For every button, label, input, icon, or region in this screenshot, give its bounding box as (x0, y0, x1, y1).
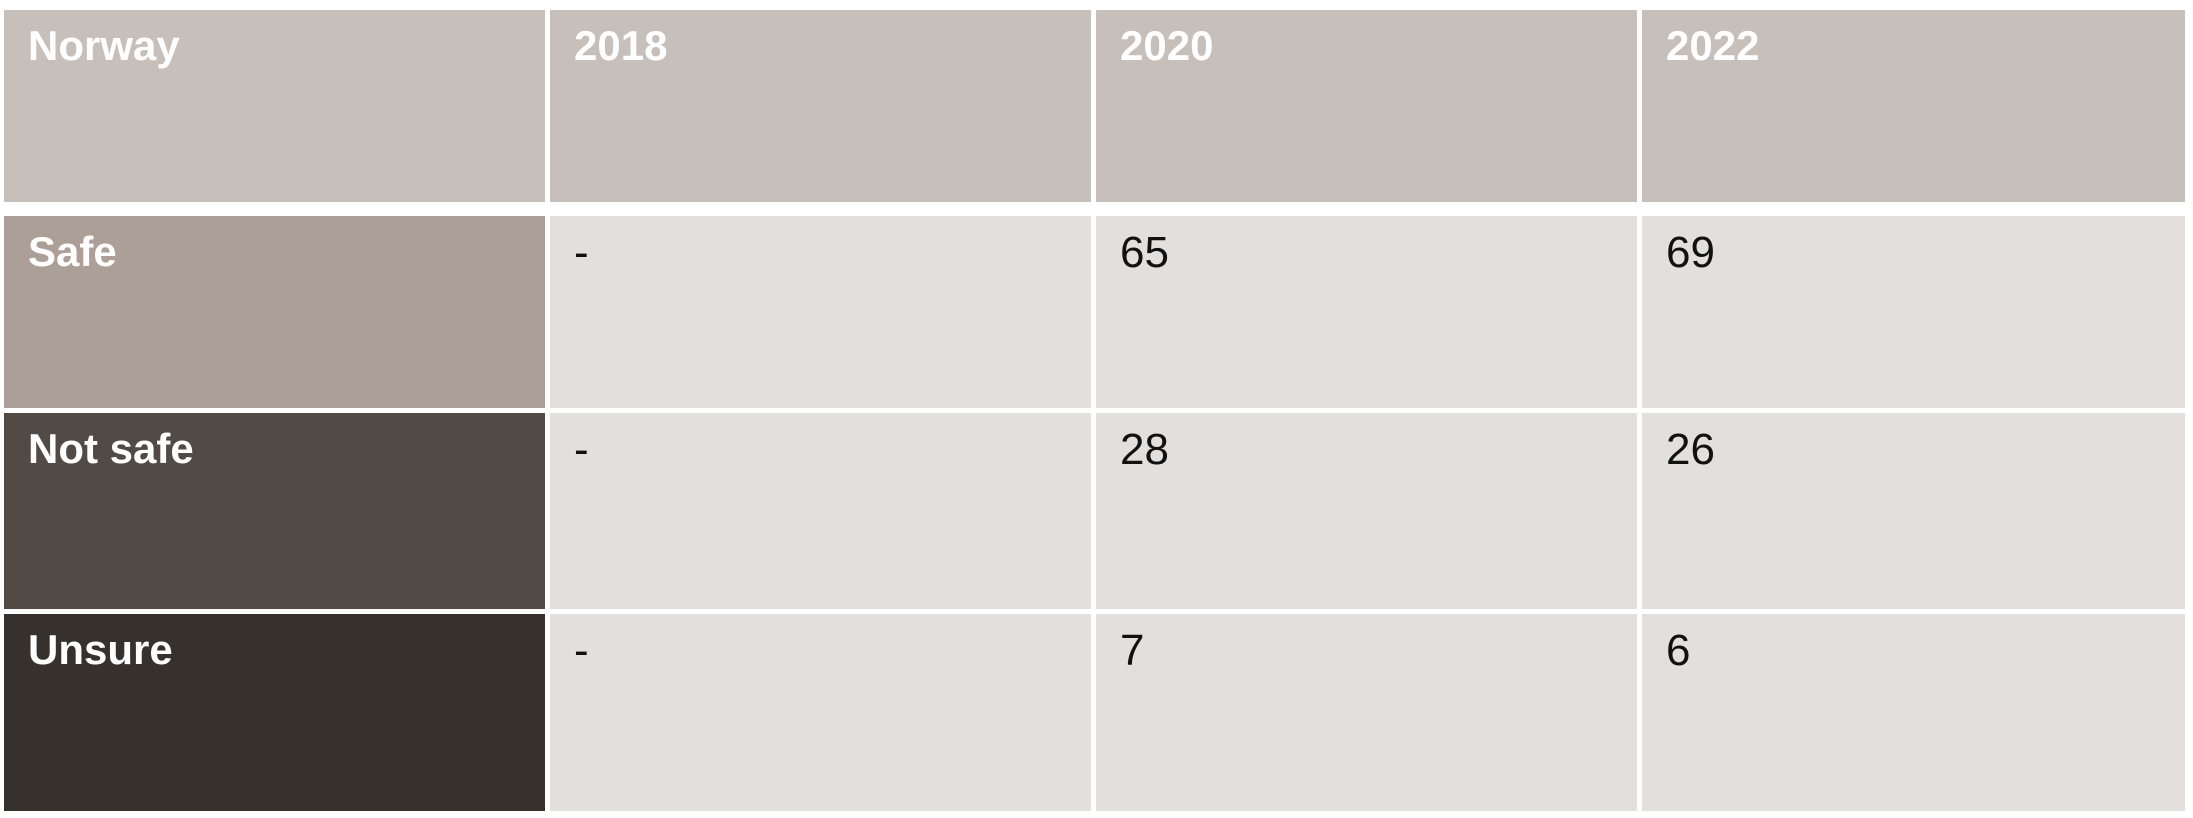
cell-not-safe-2022: 26 (1642, 413, 2185, 609)
cell-safe-2022: 69 (1642, 216, 2185, 408)
header-2020: 2020 (1096, 10, 1637, 202)
row-label-not-safe: Not safe (4, 413, 545, 609)
header-2018: 2018 (550, 10, 1091, 202)
cell-unsure-2020: 7 (1096, 614, 1637, 811)
header-2022: 2022 (1642, 10, 2185, 202)
row-label-unsure: Unsure (4, 614, 545, 811)
cell-unsure-2022: 6 (1642, 614, 2185, 811)
header-corner: Norway (4, 10, 545, 202)
cell-not-safe-2018: - (550, 413, 1091, 609)
row-label-safe: Safe (4, 216, 545, 408)
cell-not-safe-2020: 28 (1096, 413, 1637, 609)
cell-unsure-2018: - (550, 614, 1091, 811)
cell-safe-2020: 65 (1096, 216, 1637, 408)
cell-safe-2018: - (550, 216, 1091, 408)
